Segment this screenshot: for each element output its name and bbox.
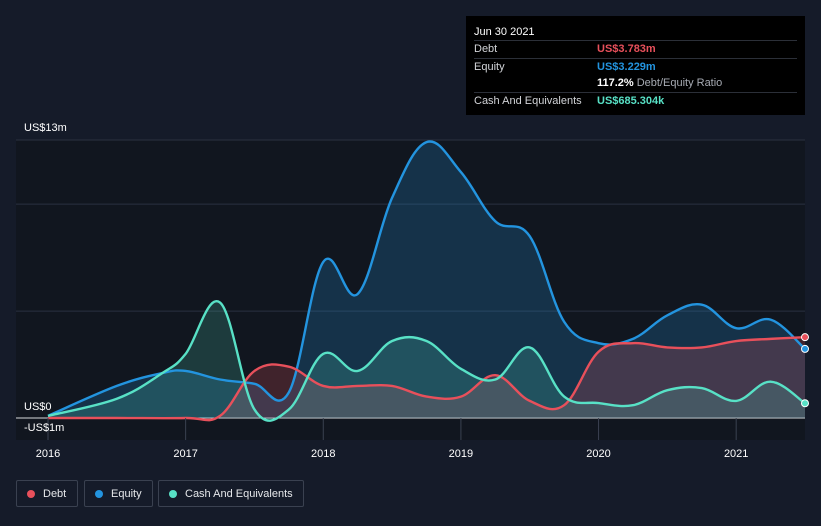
tooltip-label: Debt <box>474 43 498 55</box>
line-equity <box>47 140 806 417</box>
area-equity <box>48 141 805 418</box>
x-tick-label: 2018 <box>311 448 335 460</box>
legend-item-cash[interactable]: Cash And Equivalents <box>158 480 304 507</box>
tooltip-row-cash: Cash And Equivalents US$685.304k <box>474 91 797 110</box>
legend-label: Cash And Equivalents <box>185 487 293 500</box>
tooltip-value: 117.2% <box>597 77 634 89</box>
tooltip-subtext: Debt/Equity Ratio <box>636 77 723 89</box>
legend-item-equity[interactable]: Equity <box>84 480 153 507</box>
legend-label: Equity <box>111 487 142 500</box>
tooltip-value: US$3.783m <box>597 43 656 55</box>
tooltip-value: US$3.229m <box>597 60 656 73</box>
tooltip-row-ratio: 117.2% Debt/Equity Ratio <box>474 75 797 92</box>
line-debt <box>48 335 806 422</box>
series-endpoints <box>801 333 809 408</box>
endpoint-equity <box>801 344 809 353</box>
y-tick-label-zero: US$0 <box>24 401 52 413</box>
tooltip-label: Cash And Equivalents <box>474 94 582 107</box>
line-cash-and-equivalents <box>47 299 806 422</box>
series-areas <box>48 141 805 421</box>
area-debt <box>48 337 805 421</box>
y-tick-label-min: -US$1m <box>24 422 65 434</box>
legend-item-debt[interactable]: Debt <box>16 480 78 507</box>
x-tick-label: 2021 <box>724 448 748 460</box>
x-tick-label: 2019 <box>449 448 473 460</box>
tooltip-value: US$685.304k <box>597 94 665 107</box>
tooltip-panel: Jun 30 2021 Debt US$3.783m Equity US$3.2… <box>466 16 805 115</box>
endpoint-cash-and-equivalents <box>801 399 809 408</box>
tooltip-row-debt: Debt US$3.783m <box>474 40 797 58</box>
x-axis: 2016 2017 2018 2019 2020 2021 <box>36 418 748 460</box>
legend-label: Debt <box>43 487 67 500</box>
x-tick-label: 2017 <box>173 448 197 460</box>
series-lines <box>47 140 806 422</box>
legend-dot-icon <box>95 489 103 498</box>
y-tick-label-max: US$13m <box>24 122 67 134</box>
tooltip-date: Jun 30 2021 <box>474 26 535 38</box>
x-tick-label: 2020 <box>586 448 610 460</box>
legend-dot-icon <box>169 489 177 498</box>
legend-dot-icon <box>27 489 35 498</box>
tooltip-label <box>474 75 597 92</box>
area-cash-and-equivalents <box>48 301 805 421</box>
x-tick-label: 2016 <box>36 448 60 460</box>
tooltip-label: Equity <box>474 60 505 73</box>
endpoint-debt <box>801 333 809 342</box>
tooltip-row-equity: Equity US$3.229m <box>474 57 797 76</box>
